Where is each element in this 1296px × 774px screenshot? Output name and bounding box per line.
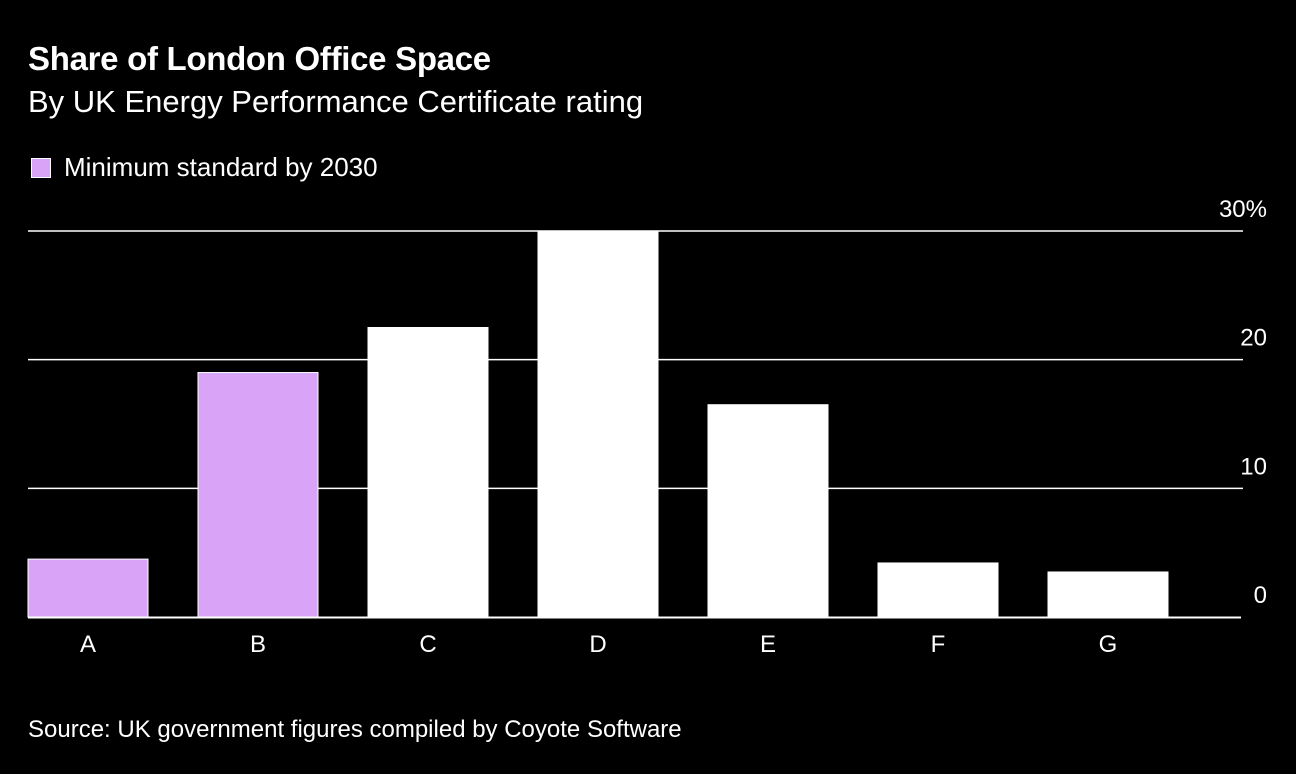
y-tick-label: 10 [1240, 453, 1267, 480]
bar-C [367, 327, 489, 618]
bar-A [27, 558, 149, 618]
x-tick-label: C [419, 631, 436, 658]
legend-swatch [31, 157, 51, 178]
y-tick-label: 0 [1254, 582, 1267, 609]
bar-G [1047, 571, 1169, 618]
legend: Minimum standard by 2030 [31, 152, 378, 183]
bar-E [707, 404, 829, 618]
axes: 0 10 20 30% A B C D E F G [28, 196, 1267, 658]
y-tick-label: 20 [1240, 325, 1267, 352]
source-note: Source: UK government figures compiled b… [28, 716, 682, 743]
bar-B [197, 372, 319, 618]
x-tick-label: G [1099, 631, 1118, 658]
bars [27, 230, 1169, 618]
x-tick-label: A [80, 631, 96, 658]
bar-D [537, 230, 659, 618]
y-tick-label: 30% [1219, 196, 1267, 223]
x-tick-label: B [250, 631, 266, 658]
x-tick-label: E [760, 631, 776, 658]
legend-label: Minimum standard by 2030 [64, 152, 378, 182]
x-tick-label: F [931, 631, 946, 658]
x-tick-label: D [589, 631, 606, 658]
chart-subtitle: By UK Energy Performance Certificate rat… [28, 84, 644, 119]
bar-F [877, 562, 999, 618]
chart-title: Share of London Office Space [28, 40, 491, 77]
